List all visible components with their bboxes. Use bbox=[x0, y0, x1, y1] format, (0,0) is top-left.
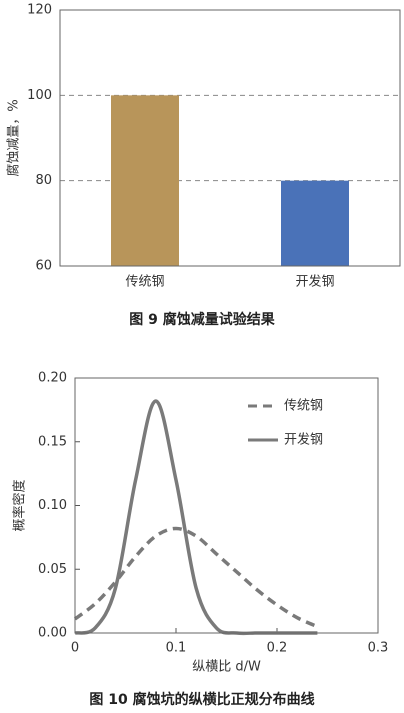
legend-label: 开发钢 bbox=[284, 432, 323, 448]
x-tick-label: 0.3 bbox=[368, 641, 389, 656]
x-tick-label: 0.1 bbox=[166, 641, 187, 656]
y-tick-label: 0.10 bbox=[38, 498, 67, 513]
x-tick-label: 开发钢 bbox=[295, 274, 334, 290]
y-axis-label: 腐蚀减量，% bbox=[7, 99, 22, 176]
series-line bbox=[73, 526, 319, 629]
bar bbox=[281, 180, 349, 266]
y-tick-label: 0.15 bbox=[38, 434, 67, 449]
plot-frame bbox=[59, 9, 401, 267]
bar bbox=[111, 95, 179, 266]
series-line bbox=[74, 399, 318, 636]
y-tick-label: 80 bbox=[35, 173, 52, 188]
caption: 图 9 腐蚀减量试验结果 bbox=[129, 311, 275, 328]
x-tick-label: 传统钢 bbox=[125, 275, 164, 290]
y-tick-label: 120 bbox=[27, 3, 52, 18]
legend-label: 传统钢 bbox=[284, 399, 323, 414]
y-tick-label: 0.00 bbox=[38, 626, 67, 641]
x-tick-label: 0.2 bbox=[267, 641, 288, 656]
x-tick-label: 0 bbox=[71, 641, 79, 656]
plot-frame bbox=[74, 377, 379, 634]
y-tick-label: 60 bbox=[35, 259, 52, 274]
y-axis-label: 概率密度 bbox=[12, 479, 28, 531]
x-axis-label: 纵横比 d/W bbox=[192, 660, 261, 675]
caption: 图 10 腐蚀坑的纵横比正规分布曲线 bbox=[89, 691, 314, 708]
y-tick-label: 0.05 bbox=[38, 562, 67, 577]
y-tick-label: 100 bbox=[27, 88, 52, 103]
y-tick-label: 0.20 bbox=[38, 371, 67, 386]
